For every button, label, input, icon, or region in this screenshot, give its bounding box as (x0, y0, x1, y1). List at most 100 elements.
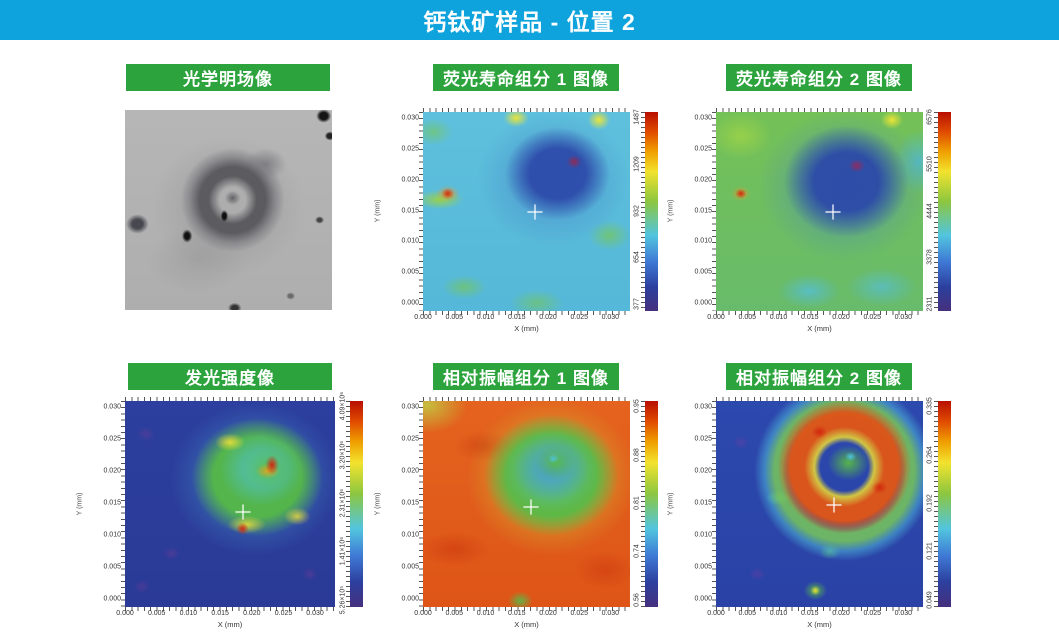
colorbar-tick-label: 0.264 (926, 445, 934, 464)
x-tick: 0.025 (863, 610, 882, 617)
y-tick: 0.005 (103, 563, 121, 571)
y-tick: 0.000 (694, 299, 712, 307)
colorbar-tick-label: 0.121 (926, 542, 934, 561)
axis-ticks-top (423, 397, 630, 401)
x-tick: 0.010 (769, 610, 788, 617)
axis-ticks-bottom (423, 311, 630, 315)
position-marker-cross (523, 499, 539, 515)
x-axis-label: X (mm) (514, 620, 539, 629)
x-tick: 0.015 (211, 610, 229, 617)
colorbar-tick-label: 1487 (633, 109, 641, 125)
y-tick: 0.010 (401, 237, 419, 245)
x-tick: 0.020 (832, 610, 850, 617)
x-tick: 0.010 (769, 314, 788, 321)
y-tick: 0.030 (694, 114, 712, 122)
y-tick: 0.020 (694, 176, 712, 184)
x-tick: 0.005 (445, 314, 464, 321)
colorbar-tick-label: 4444 (926, 202, 934, 219)
y-tick: 0.010 (694, 237, 712, 245)
y-tick: 0.020 (401, 467, 419, 475)
x-tick: 0.020 (539, 314, 557, 321)
colorbar-tick-label: 932 (633, 204, 641, 217)
y-axis-label: Y (mm) (667, 492, 675, 516)
colorbar-tick-label: 0.88 (633, 447, 641, 462)
heatmap-intensity[interactable] (121, 397, 335, 611)
y-tick: 0.030 (401, 403, 419, 411)
x-axis-label: X (mm) (514, 324, 539, 333)
axis-ticks-left (121, 401, 125, 607)
y-tick: 0.020 (401, 176, 419, 184)
heatmap-lifetime1[interactable] (419, 108, 630, 315)
axis-ticks-top (423, 108, 630, 112)
colorbar-tick-label: 6576 (926, 109, 934, 125)
axis-ticks-left (419, 401, 423, 607)
y-axis-label: Y (mm) (374, 492, 382, 516)
x-tick: 0.030 (601, 314, 620, 321)
axis-ticks-bottom (716, 311, 923, 315)
y-tick: 0.000 (694, 595, 712, 603)
y-tick: 0.025 (694, 435, 712, 443)
x-tick: 0.000 (116, 610, 134, 617)
axis-ticks-left (419, 112, 423, 311)
x-axis-amp2: 0.000 0.005 0.010 0.015 0.020 0.025 0.03… (707, 610, 923, 619)
panel-title-intensity: 发光强度像 (128, 363, 332, 390)
colorbar-tick-label: 0.74 (633, 544, 641, 559)
x-tick: 0.020 (243, 610, 261, 617)
x-tick: 0.005 (147, 610, 166, 617)
axis-ticks-left (712, 112, 716, 311)
y-tick: 0.020 (694, 467, 712, 475)
colorbar-tick-label: 0.95 (633, 399, 641, 413)
heatmap-amp1[interactable] (419, 397, 630, 611)
panel-title-lifetime1: 荧光寿命组分 1 图像 (433, 64, 619, 91)
colorbar-tick-label: 2311 (926, 296, 934, 312)
x-tick: 0.020 (832, 314, 850, 321)
colorbar-amp1 (641, 401, 658, 607)
y-axis-label: Y (mm) (374, 199, 382, 223)
x-tick: 0.025 (570, 314, 589, 321)
y-axis-label: Y (mm) (667, 199, 675, 223)
x-tick: 0.015 (801, 610, 819, 617)
axis-ticks-top (125, 397, 335, 401)
position-marker-cross (826, 497, 842, 513)
y-tick: 0.010 (694, 531, 712, 539)
x-tick: 0.000 (414, 314, 432, 321)
y-tick: 0.015 (103, 499, 121, 507)
y-tick: 0.000 (401, 299, 419, 307)
x-axis-lifetime2: 0.000 0.005 0.010 0.015 0.020 0.025 0.03… (707, 314, 923, 323)
colorbar-tick-label: 654 (633, 251, 641, 264)
x-tick: 0.030 (894, 610, 913, 617)
axis-ticks-left (712, 401, 716, 607)
x-axis-amp1: 0.000 0.005 0.010 0.015 0.020 0.025 0.03… (414, 610, 630, 619)
x-tick: 0.015 (508, 610, 526, 617)
x-axis-lifetime1: 0.000 0.005 0.010 0.015 0.020 0.025 0.03… (414, 314, 630, 323)
x-tick: 0.010 (476, 610, 495, 617)
heatmap-lifetime2[interactable] (712, 108, 923, 315)
x-tick: 0.025 (863, 314, 882, 321)
y-tick: 0.025 (694, 145, 712, 153)
axis-ticks-top (716, 108, 923, 112)
heatmap-amp2[interactable] (712, 397, 923, 611)
colorbar-tick-label: 377 (633, 298, 641, 310)
x-axis-label: X (mm) (217, 620, 243, 629)
x-tick: 0.010 (476, 314, 495, 321)
x-tick: 0.005 (445, 610, 464, 617)
optical-image[interactable] (125, 110, 332, 310)
axis-ticks-top (716, 397, 923, 401)
y-tick: 0.000 (401, 595, 419, 603)
colorbar-tick-label: 5510 (926, 155, 934, 172)
y-tick: 0.020 (103, 467, 121, 475)
x-tick: 0.025 (274, 610, 293, 617)
x-tick: 0.020 (539, 610, 557, 617)
panel-title-optical: 光学明场像 (126, 64, 330, 91)
x-tick: 0.000 (707, 610, 725, 617)
axis-ticks-bottom (423, 607, 630, 611)
page-title-banner: 钙钛矿样品 - 位置 2 (0, 0, 1059, 40)
x-tick: 0.030 (601, 610, 620, 617)
y-tick: 0.015 (401, 207, 419, 214)
x-tick: 0.005 (738, 610, 757, 617)
y-tick: 0.015 (694, 207, 712, 214)
y-tick: 0.010 (103, 531, 121, 539)
axis-ticks-bottom (125, 607, 335, 611)
colorbar-tick-label: 0.049 (926, 591, 934, 609)
y-axis-label: Y (mm) (76, 492, 84, 516)
